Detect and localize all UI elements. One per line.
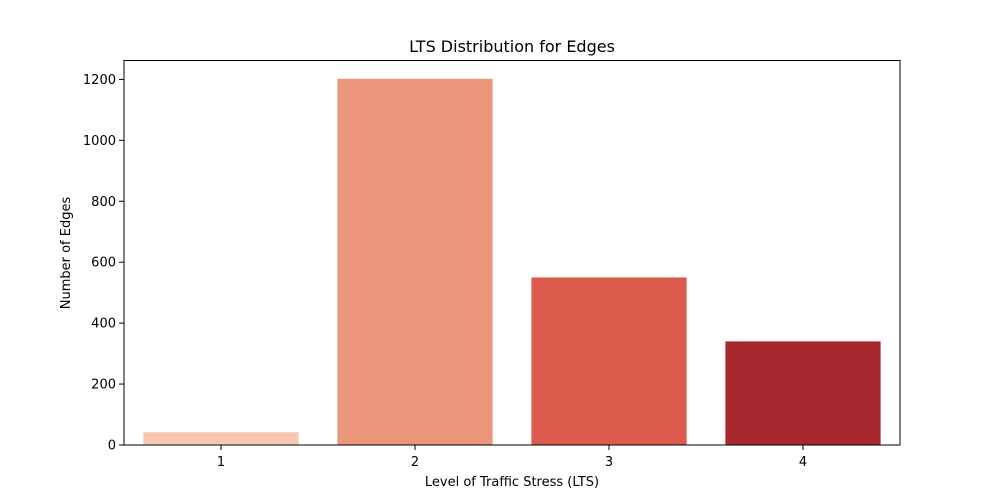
x-tick-label: 1 [217,455,225,470]
plot-area [143,78,881,445]
y-tick-label: 800 [91,195,116,210]
y-tick-label: 1200 [83,73,116,88]
x-tick-label: 4 [799,455,807,470]
x-tick-label: 2 [411,455,419,470]
bar-lts-1 [143,432,299,445]
y-tick-label: 200 [91,378,116,393]
y-tick-label: 0 [108,439,116,454]
bar-lts-2 [337,78,493,445]
y-tick-label: 400 [91,317,116,332]
bar-lts-3 [531,277,687,445]
y-tick-label: 600 [91,256,116,271]
plot-frame [123,60,901,446]
x-axis: 1 2 3 4 [217,445,807,470]
bar-lts-4 [725,341,881,445]
y-axis: 0 200 400 600 800 1000 1200 [83,73,124,454]
x-tick-label: 3 [605,455,613,470]
chart-title: LTS Distribution for Edges [409,37,615,56]
y-tick-label: 1000 [83,134,116,149]
x-axis-label: Level of Traffic Stress (LTS) [425,475,599,490]
y-axis-label: Number of Edges [59,197,74,310]
